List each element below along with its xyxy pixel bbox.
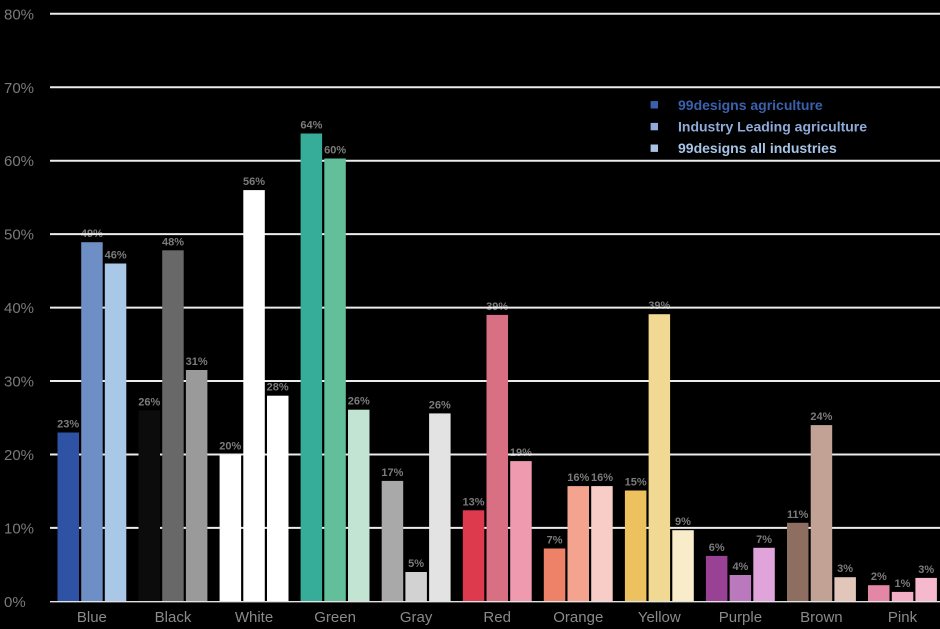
svg-text:4%: 4% (732, 561, 748, 573)
svg-text:16%: 16% (591, 472, 613, 484)
svg-text:56%: 56% (243, 176, 265, 188)
svg-text:40%: 40% (4, 300, 34, 317)
svg-text:15%: 15% (625, 477, 647, 489)
svg-text:White: White (235, 609, 273, 626)
svg-text:Orange: Orange (553, 609, 603, 626)
svg-text:30%: 30% (4, 374, 34, 391)
svg-text:Black: Black (155, 609, 192, 626)
svg-text:17%: 17% (381, 467, 403, 479)
svg-text:26%: 26% (348, 396, 370, 408)
svg-text:9%: 9% (675, 516, 691, 528)
svg-text:60%: 60% (324, 145, 346, 157)
svg-text:1%: 1% (895, 578, 911, 590)
svg-text:7%: 7% (756, 534, 772, 546)
svg-text:26%: 26% (138, 396, 160, 408)
svg-text:11%: 11% (787, 509, 809, 521)
svg-text:23%: 23% (57, 419, 79, 431)
svg-text:60%: 60% (4, 153, 34, 170)
svg-text:13%: 13% (462, 496, 484, 508)
svg-text:46%: 46% (105, 250, 127, 262)
svg-text:70%: 70% (4, 80, 34, 97)
svg-text:48%: 48% (162, 236, 184, 248)
svg-text:0%: 0% (4, 594, 26, 611)
svg-text:Gray: Gray (400, 609, 433, 626)
svg-text:Purple: Purple (719, 609, 762, 626)
svg-text:99designs agriculture: 99designs agriculture (678, 97, 823, 113)
svg-text:Red: Red (483, 609, 511, 626)
svg-text:6%: 6% (709, 542, 725, 554)
svg-text:Green: Green (314, 609, 356, 626)
svg-text:24%: 24% (810, 411, 832, 423)
svg-text:Yellow: Yellow (638, 609, 681, 626)
svg-text:10%: 10% (4, 520, 34, 537)
svg-text:20%: 20% (219, 441, 241, 453)
svg-text:2%: 2% (871, 571, 887, 583)
svg-text:7%: 7% (547, 535, 563, 547)
svg-text:19%: 19% (510, 447, 532, 459)
svg-text:80%: 80% (4, 6, 34, 23)
svg-text:16%: 16% (567, 472, 589, 484)
svg-text:3%: 3% (837, 563, 853, 575)
svg-text:20%: 20% (4, 447, 34, 464)
svg-text:99designs all industries: 99designs all industries (678, 140, 837, 156)
svg-text:39%: 39% (648, 300, 670, 312)
svg-text:50%: 50% (4, 227, 34, 244)
svg-text:Brown: Brown (800, 609, 843, 626)
svg-text:5%: 5% (408, 558, 424, 570)
svg-text:64%: 64% (300, 120, 322, 132)
svg-text:Blue: Blue (77, 609, 107, 626)
svg-text:28%: 28% (267, 382, 289, 394)
svg-text:3%: 3% (918, 564, 934, 576)
svg-text:Pink: Pink (888, 609, 918, 626)
svg-text:Industry Leading agriculture: Industry Leading agriculture (678, 119, 867, 135)
svg-text:31%: 31% (186, 356, 208, 368)
svg-text:26%: 26% (429, 399, 451, 411)
